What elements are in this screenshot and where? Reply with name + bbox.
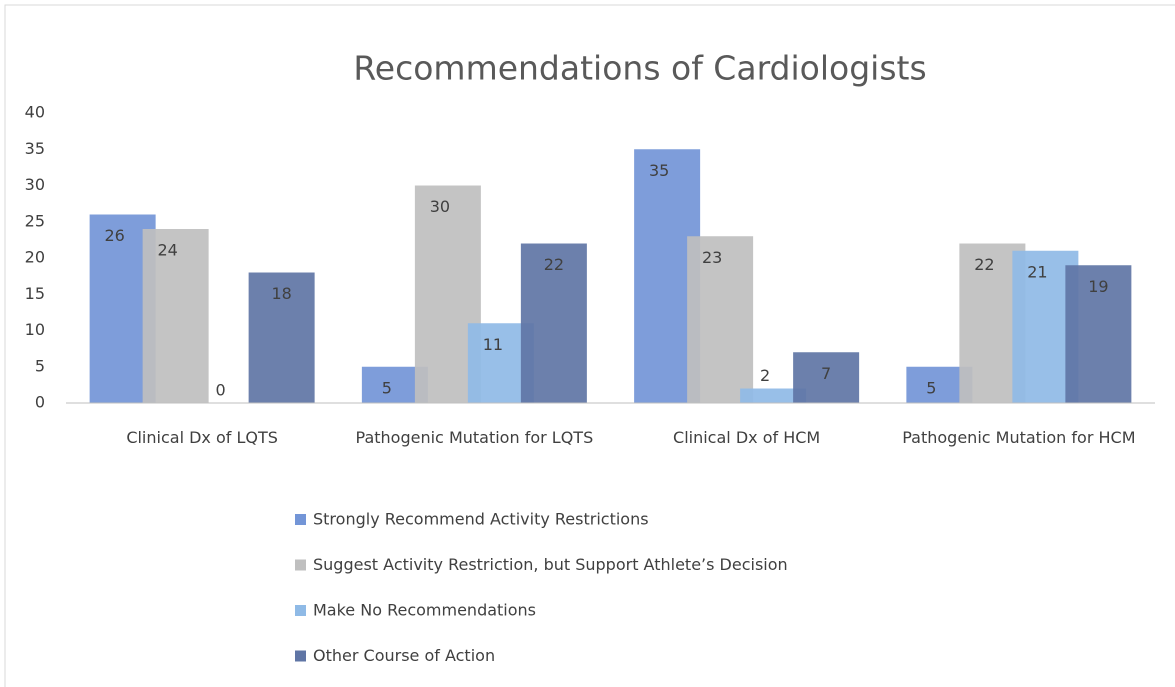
data-label: 18 xyxy=(271,284,291,303)
legend-swatch xyxy=(295,514,306,525)
bar xyxy=(142,229,209,403)
data-label: 23 xyxy=(702,248,722,267)
legend-label: Strongly Recommend Activity Restrictions xyxy=(313,510,649,529)
legend-label: Make No Recommendations xyxy=(313,601,536,620)
data-label: 35 xyxy=(649,161,669,180)
data-label: 5 xyxy=(926,378,936,397)
legend-label: Suggest Activity Restriction, but Suppor… xyxy=(313,555,788,574)
data-label: 24 xyxy=(157,241,177,260)
chart-title: Recommendations of Cardiologists xyxy=(353,49,926,88)
data-label: 30 xyxy=(430,197,450,216)
bar xyxy=(520,243,587,403)
x-tick-label: Pathogenic Mutation for HCM xyxy=(902,428,1136,447)
y-tick-label: 0 xyxy=(35,393,45,412)
y-tick-label: 40 xyxy=(25,103,45,122)
y-tick-label: 25 xyxy=(25,211,45,230)
y-tick-label: 5 xyxy=(35,356,45,375)
data-label: 21 xyxy=(1027,262,1047,281)
legend-swatch xyxy=(295,559,306,571)
data-label: 5 xyxy=(382,378,392,397)
legend-swatch xyxy=(295,650,306,662)
data-label: 26 xyxy=(104,226,124,245)
bar xyxy=(1065,265,1132,403)
y-tick-label: 15 xyxy=(25,284,45,303)
y-tick-label: 10 xyxy=(25,320,45,339)
legend-label: Other Course of Action xyxy=(313,646,495,665)
data-label: 0 xyxy=(216,381,226,400)
bar xyxy=(740,388,807,403)
data-label: 11 xyxy=(483,335,503,354)
bar xyxy=(248,272,315,403)
bar xyxy=(793,352,860,403)
data-label: 2 xyxy=(760,366,770,385)
x-tick-label: Clinical Dx of HCM xyxy=(673,428,821,447)
data-label: 19 xyxy=(1088,277,1108,296)
data-label: 22 xyxy=(974,255,994,274)
y-tick-label: 30 xyxy=(25,175,45,194)
x-tick-label: Clinical Dx of LQTS xyxy=(126,428,278,447)
data-label: 22 xyxy=(544,255,564,274)
legend-swatch xyxy=(295,605,306,616)
data-label: 7 xyxy=(821,364,831,383)
y-tick-label: 35 xyxy=(25,139,45,158)
y-tick-label: 20 xyxy=(25,248,45,267)
bar xyxy=(687,236,754,403)
x-tick-label: Pathogenic Mutation for LQTS xyxy=(355,428,594,447)
